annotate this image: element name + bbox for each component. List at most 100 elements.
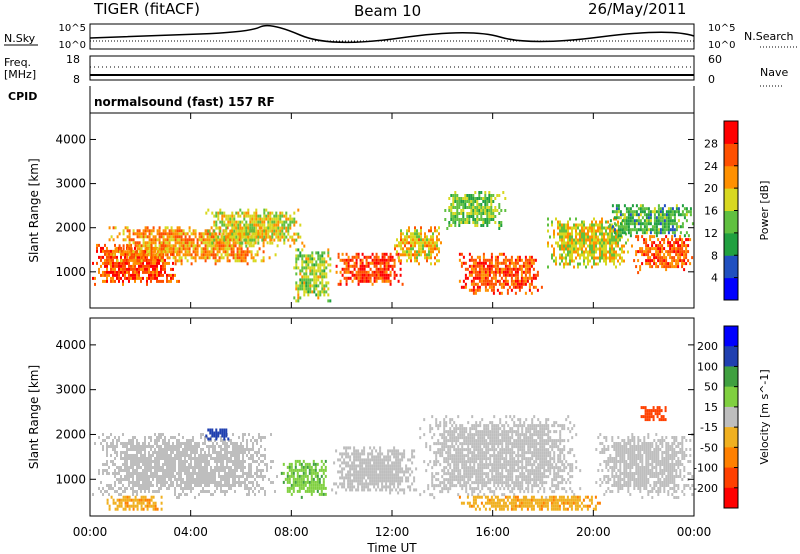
power-cell <box>146 250 149 254</box>
velocity-cell <box>126 448 128 451</box>
velocity-cell <box>236 445 238 448</box>
velocity-cell <box>190 481 192 484</box>
velocity-cell <box>126 463 128 466</box>
velocity-cell <box>363 446 366 450</box>
power-colorbar-swatch <box>724 188 738 211</box>
velocity-cell <box>158 439 160 442</box>
power-cell <box>595 262 597 266</box>
velocity-cell <box>204 478 206 481</box>
velocity-cell <box>361 461 364 465</box>
power-cell <box>192 238 195 242</box>
power-cell <box>381 276 384 280</box>
velocity-cell <box>258 469 260 472</box>
power-cell <box>237 226 240 230</box>
velocity-cell <box>228 484 230 487</box>
velocity-cell <box>365 473 368 477</box>
power-cell <box>251 238 254 242</box>
velocity-cell <box>180 478 182 481</box>
velocity-cell <box>134 504 137 508</box>
power-cell <box>470 264 473 268</box>
power-cell <box>649 262 652 266</box>
velocity-cell <box>290 474 293 478</box>
power-cell <box>655 262 658 266</box>
power-cell <box>615 232 617 236</box>
power-cell <box>486 197 489 200</box>
power-cell <box>172 235 175 239</box>
power-cell <box>663 247 666 251</box>
velocity-cell <box>184 469 186 472</box>
velocity-cell <box>172 457 174 460</box>
power-cell <box>254 238 257 242</box>
power-cell <box>269 214 272 218</box>
power-cell <box>257 220 260 224</box>
velocity-cell <box>220 487 222 490</box>
power-cell <box>212 253 215 257</box>
power-cell <box>480 191 483 194</box>
power-cell <box>311 251 314 255</box>
velocity-cell <box>369 467 372 471</box>
nsearch-tick-top: 10^5 <box>708 23 735 34</box>
power-cell <box>510 288 513 292</box>
power-cell <box>110 270 112 274</box>
velocity-cell <box>124 457 126 460</box>
velocity-cell <box>224 457 226 460</box>
velocity-cell <box>212 457 214 460</box>
velocity-cell <box>170 448 172 451</box>
power-cell <box>645 262 648 266</box>
power-cell <box>591 226 593 230</box>
power-cell <box>601 220 603 224</box>
velocity-cell <box>132 472 134 475</box>
velocity-cell <box>182 436 184 439</box>
power-cell <box>458 252 461 256</box>
power-cell <box>683 262 686 266</box>
power-cell <box>418 238 420 242</box>
velocity-cell <box>194 451 196 454</box>
power-cell <box>305 281 308 285</box>
velocity-cell <box>166 454 168 457</box>
power-cell <box>555 259 557 263</box>
power-cell <box>607 256 609 260</box>
power-cell <box>506 267 509 271</box>
power-cell <box>221 214 224 218</box>
velocity-cell <box>355 479 358 483</box>
power-cell <box>681 225 684 229</box>
power-cell <box>482 264 485 268</box>
velocity-cell <box>349 464 352 468</box>
power-cell <box>603 250 605 254</box>
power-cell <box>681 238 684 242</box>
velocity-cell <box>122 442 124 445</box>
power-cell <box>585 250 587 254</box>
velocity-cell <box>302 477 305 481</box>
power-cell <box>679 231 682 235</box>
power-cell <box>643 228 646 232</box>
velocity-cell <box>158 490 160 493</box>
power-cell <box>482 200 485 203</box>
power-cell <box>486 224 489 227</box>
power-cell <box>518 267 521 271</box>
power-cell <box>289 244 292 248</box>
power-cell <box>502 279 505 283</box>
power-cell <box>617 231 620 235</box>
power-cell <box>581 253 583 257</box>
velocity-cell <box>341 482 344 486</box>
power-cell <box>218 250 221 254</box>
power-cell <box>120 255 122 259</box>
power-cell <box>619 234 622 238</box>
power-cell <box>263 235 266 239</box>
power-cell <box>661 216 664 220</box>
power-cell <box>277 238 280 242</box>
power-cell <box>452 218 455 221</box>
power-cell <box>551 220 553 224</box>
power-cell <box>573 247 575 251</box>
power-cell <box>255 220 258 224</box>
power-cell <box>295 257 298 261</box>
power-cell <box>118 270 120 274</box>
power-cell <box>677 244 680 248</box>
power-cell <box>553 229 555 233</box>
power-cell <box>166 247 169 251</box>
power-cell <box>585 256 587 260</box>
power-cell <box>263 226 266 230</box>
power-cell <box>567 253 569 257</box>
velocity-cell <box>371 470 374 474</box>
power-cell <box>170 252 172 256</box>
